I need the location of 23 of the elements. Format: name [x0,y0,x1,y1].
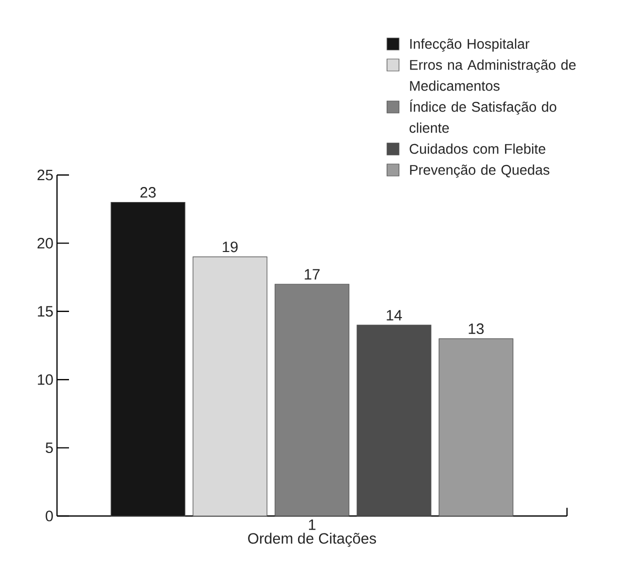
legend-label: Erros na Administração de Medicamentos [410,60,576,91]
x-axis-title: Ordem de Citações [248,532,376,547]
bar [110,202,186,516]
y-tick-label: 10 [38,374,53,385]
bar [274,284,350,516]
legend-label: Prevenção de Quedas [410,164,550,178]
bar [438,338,514,516]
legend-label: Infecção Hospitalar [410,38,530,52]
data-label: 19 [222,242,238,252]
y-tick-label: 5 [46,442,53,454]
data-label: 13 [468,323,484,334]
data-label: 17 [304,269,320,280]
data-label: 14 [386,310,402,320]
y-tick-label: 0 [46,510,53,522]
legend-label: Índice de Satisfação do cliente [410,100,556,133]
y-tick-label: 25 [38,170,53,180]
y-tick-label: 20 [38,238,53,249]
legend-label: Cuidados com Flebite [410,144,546,154]
data-label: 23 [140,187,156,198]
x-tick-label: 1 [308,520,316,530]
y-tick-label: 15 [38,306,53,317]
bar [192,256,268,516]
bar [356,324,432,516]
